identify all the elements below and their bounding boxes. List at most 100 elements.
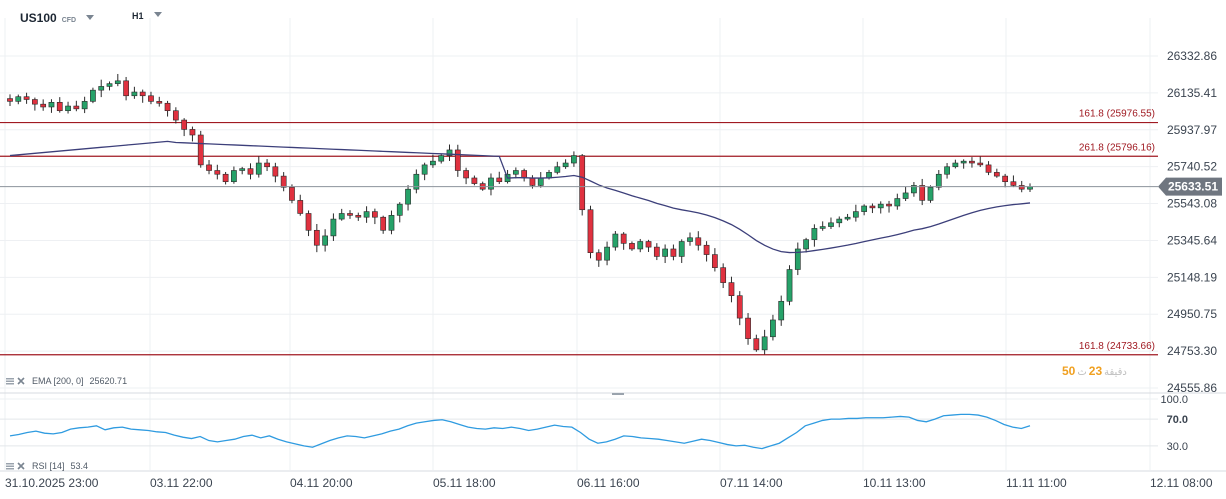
candle-bullish[interactable] <box>255 162 262 175</box>
candle-bullish[interactable] <box>239 168 246 171</box>
candle-bearish[interactable] <box>587 209 594 254</box>
candle-bearish[interactable] <box>272 166 279 177</box>
ema-line[interactable] <box>9 140 1031 254</box>
candle-bullish[interactable] <box>687 237 693 242</box>
candle-bullish[interactable] <box>836 218 843 224</box>
settings-icon[interactable] <box>6 462 14 470</box>
candle-bearish[interactable] <box>977 162 984 166</box>
candle-bullish[interactable] <box>231 170 237 183</box>
candle-bearish[interactable] <box>222 173 229 183</box>
candle-bullish[interactable] <box>330 218 337 237</box>
chevron-down-icon[interactable] <box>153 12 162 17</box>
candle-bullish[interactable] <box>48 102 55 108</box>
candle-bearish[interactable] <box>1010 181 1017 186</box>
candle-bearish[interactable] <box>919 185 926 201</box>
candle-bullish[interactable] <box>803 239 809 250</box>
rsi-line[interactable] <box>9 413 1031 450</box>
candle-bearish[interactable] <box>189 129 196 136</box>
candle-bullish[interactable] <box>537 177 544 186</box>
candle-bullish[interactable] <box>852 211 859 218</box>
candle-bullish[interactable] <box>131 91 138 97</box>
candle-bearish[interactable] <box>695 237 702 246</box>
candle-bullish[interactable] <box>562 162 569 168</box>
candle-bullish[interactable] <box>488 177 494 190</box>
candle-bearish[interactable] <box>529 177 536 186</box>
candle-bullish[interactable] <box>363 211 370 218</box>
close-icon[interactable] <box>17 462 25 470</box>
candle-bearish[interactable] <box>653 246 660 257</box>
candle-bearish[interactable] <box>139 91 146 97</box>
candle-bullish[interactable] <box>338 213 345 220</box>
candle-bullish[interactable] <box>98 86 105 91</box>
candle-bearish[interactable] <box>355 215 362 218</box>
candle-bearish[interactable] <box>712 254 718 268</box>
candle-bullish[interactable] <box>413 173 420 190</box>
candle-bullish[interactable] <box>65 105 71 112</box>
candle-bearish[interactable] <box>214 170 221 175</box>
candle-bearish[interactable] <box>1018 185 1025 190</box>
candle-bullish[interactable] <box>106 83 113 87</box>
candle-bearish[interactable] <box>886 203 892 207</box>
candle-bearish[interactable] <box>745 317 751 339</box>
candle-bullish[interactable] <box>761 336 768 351</box>
candle-bearish[interactable] <box>736 295 743 319</box>
candle-bearish[interactable] <box>347 213 353 216</box>
candle-bearish[interactable] <box>869 205 876 209</box>
candle-bearish[interactable] <box>289 187 295 201</box>
candle-bullish[interactable] <box>944 166 950 175</box>
candle-bearish[interactable] <box>753 338 760 351</box>
candle-bearish[interactable] <box>23 96 30 100</box>
close-icon[interactable] <box>17 377 25 385</box>
candle-bullish[interactable] <box>512 170 519 175</box>
candle-bearish[interactable] <box>172 110 179 121</box>
candle-bearish[interactable] <box>247 168 254 175</box>
candle-bullish[interactable] <box>935 173 942 188</box>
candle-bearish[interactable] <box>313 229 320 246</box>
candle-bearish[interactable] <box>181 119 188 130</box>
symbol-selector[interactable]: US100 CFD <box>20 11 95 25</box>
candle-bullish[interactable] <box>902 192 909 199</box>
candle-bullish[interactable] <box>770 319 776 338</box>
candle-bullish[interactable] <box>114 80 121 84</box>
candle-bullish[interactable] <box>15 96 22 102</box>
candle-bullish[interactable] <box>828 222 834 227</box>
candle-bearish[interactable] <box>471 177 478 184</box>
candle-bullish[interactable] <box>894 198 901 207</box>
candle-bullish[interactable] <box>861 205 868 212</box>
candle-bullish[interactable] <box>405 188 411 205</box>
candle-bullish[interactable] <box>421 164 428 175</box>
candle-bearish[interactable] <box>670 248 677 257</box>
chevron-down-icon[interactable] <box>86 15 95 20</box>
candle-bearish[interactable] <box>56 102 63 112</box>
candle-bullish[interactable] <box>430 160 436 166</box>
candle-bearish[interactable] <box>73 105 80 110</box>
candle-bearish[interactable] <box>720 267 727 283</box>
candle-bearish[interactable] <box>728 282 735 296</box>
candle-bearish[interactable] <box>985 164 992 173</box>
candle-bearish[interactable] <box>372 211 378 218</box>
candle-bearish[interactable] <box>32 99 38 105</box>
candle-bullish[interactable] <box>911 185 917 194</box>
candle-bullish[interactable] <box>778 300 785 321</box>
candle-bullish[interactable] <box>678 241 685 257</box>
candle-bearish[interactable] <box>264 162 270 168</box>
candle-bearish[interactable] <box>40 103 47 108</box>
candle-bullish[interactable] <box>786 269 793 302</box>
candle-bullish[interactable] <box>612 233 619 248</box>
candle-bullish[interactable] <box>322 235 328 246</box>
candle-bearish[interactable] <box>629 243 635 250</box>
candle-bullish[interactable] <box>811 228 818 240</box>
candle-bearish[interactable] <box>620 233 627 244</box>
candle-bearish[interactable] <box>1002 175 1008 183</box>
candle-bullish[interactable] <box>637 241 644 250</box>
candle-bearish[interactable] <box>7 98 13 102</box>
candle-bullish[interactable] <box>952 162 959 168</box>
candle-bullish[interactable] <box>81 101 88 110</box>
candle-bearish[interactable] <box>305 213 312 231</box>
candle-bullish[interactable] <box>446 149 453 156</box>
candle-bullish[interactable] <box>554 166 561 173</box>
candle-bearish[interactable] <box>164 102 171 112</box>
candle-bearish[interactable] <box>380 216 387 231</box>
candle-bullish[interactable] <box>819 226 826 229</box>
